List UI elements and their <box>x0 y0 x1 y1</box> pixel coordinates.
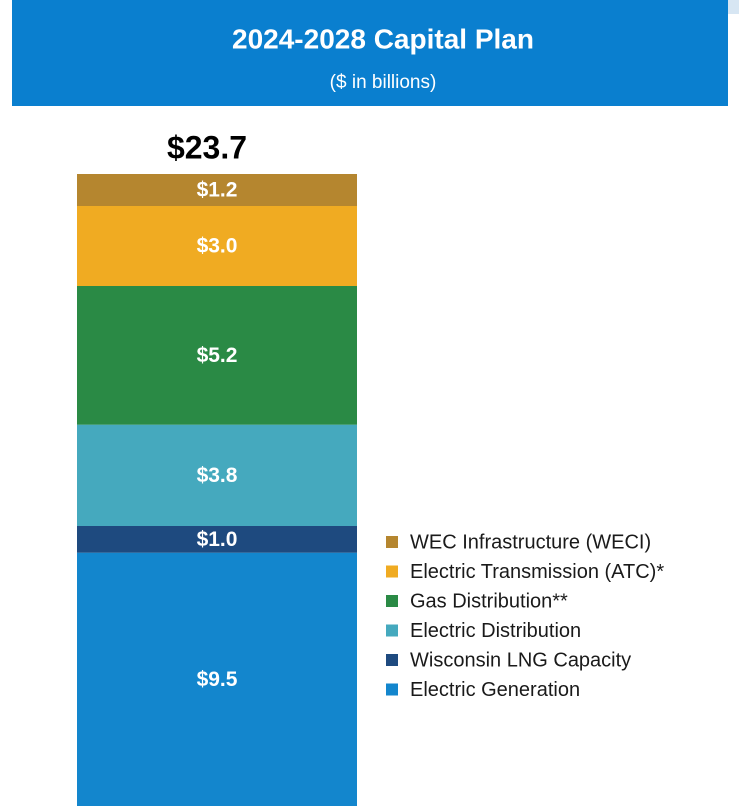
chart-title: 2024-2028 Capital Plan <box>232 23 534 54</box>
legend-swatch <box>386 536 398 548</box>
legend-label: Wisconsin LNG Capacity <box>410 649 631 671</box>
data-label: $1.0 <box>197 528 238 551</box>
bar-segment <box>77 286 357 425</box>
legend-label: WEC Infrastructure (WECI) <box>410 531 651 553</box>
legend-label: Electric Distribution <box>410 620 581 642</box>
chart-subtitle: ($ in billions) <box>330 72 437 93</box>
bar-segment <box>77 206 357 286</box>
legend-label: Electric Generation <box>410 679 580 701</box>
header-band <box>12 0 728 106</box>
legend-swatch <box>386 565 398 578</box>
legend-swatch <box>386 683 398 696</box>
data-label: $9.5 <box>197 668 238 691</box>
total-label: $23.7 <box>167 129 247 165</box>
legend-swatch <box>386 595 398 607</box>
bar-segment <box>77 552 357 806</box>
legend-label: Gas Distribution** <box>410 590 568 612</box>
data-label: $3.0 <box>197 235 238 258</box>
bar-segment <box>77 424 357 526</box>
legend-swatch <box>386 654 398 666</box>
data-label: $5.2 <box>197 344 238 367</box>
data-label: $3.8 <box>197 464 238 487</box>
legend-label: Electric Transmission (ATC)* <box>410 561 664 583</box>
bar-segment <box>77 526 357 553</box>
bar-segment <box>77 174 357 206</box>
data-label: $1.2 <box>197 179 238 202</box>
legend-swatch <box>386 624 398 637</box>
